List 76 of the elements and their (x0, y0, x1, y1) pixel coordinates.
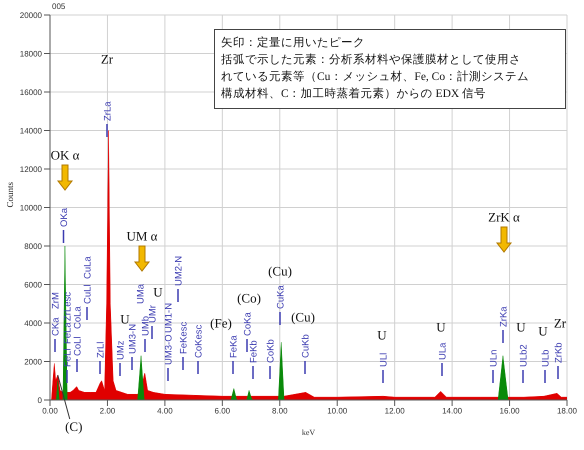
y-tick-label: 18000 (20, 49, 43, 58)
annotation: CoKb (265, 339, 276, 363)
annotation: ZrK α (488, 210, 520, 225)
annotation: ZrLa (102, 100, 114, 121)
y-axis-title: Counts (5, 181, 16, 208)
annotation: UM3-O (163, 334, 174, 365)
annotation: FeKa (228, 334, 240, 358)
annotation: CuKb (300, 334, 312, 358)
annotation: Zr (554, 316, 567, 331)
annotation: 構成材料、C：加工時蒸着元素）からの EDX 信号 (221, 86, 488, 102)
annotation: OK α (50, 148, 80, 163)
annotation: UM1-N (163, 302, 174, 333)
annotation: U (377, 328, 388, 343)
annotation: (C) (65, 418, 82, 434)
y-tick-label: 10000 (20, 203, 43, 212)
annotation: 矢印：定量に用いたピーク (221, 36, 366, 51)
annotation: Zr (100, 52, 114, 67)
annotation: ULl (378, 352, 390, 367)
y-tick-label: 20000 (20, 10, 43, 20)
annotation: U (538, 324, 548, 339)
x-tick-label: 18.00 (556, 406, 578, 416)
annotation: U (153, 284, 164, 300)
y-tick-label: 14000 (20, 126, 43, 136)
x-tick-label: 10.00 (327, 406, 348, 416)
annotation: 括弧で示した元素：分析系材料や保護膜材として使用さ (221, 52, 522, 68)
annotation: (Co) (237, 290, 261, 306)
y-tick-label: 8000 (24, 242, 43, 251)
x-tick-label: 14.00 (442, 406, 463, 416)
annotation: UMz (115, 340, 126, 360)
annotation: UM2-N (173, 256, 184, 286)
annotation: (Cu) (268, 264, 292, 279)
y-tick-label: 6000 (24, 280, 43, 290)
annotation: CuLl (82, 284, 94, 304)
annotation: ZrKa (498, 306, 510, 327)
annotation: FeLl (62, 348, 74, 367)
annotation: ULa (437, 342, 448, 360)
y-tick-label: 2000 (24, 357, 43, 366)
annotation: ZrLl (95, 342, 106, 358)
annotation: ULb2 (518, 344, 530, 367)
annotation: FeKb (248, 340, 260, 363)
annotation: UM α (126, 228, 158, 244)
annotation: U (516, 320, 526, 335)
y-tick-label: 12000 (20, 164, 43, 174)
annotation: れている元素等（Cu：メッシュ材、Fe, Co：計測システム (221, 69, 530, 85)
annotation: CoLa (72, 306, 84, 329)
y-tick-label: 16000 (20, 88, 43, 97)
annotation: ULb (540, 350, 552, 367)
y-tick-label: 0 (38, 396, 43, 405)
annotation: CuLa (82, 256, 94, 279)
annotation: CoKa (242, 312, 254, 336)
x-tick-label: 0.00 (42, 406, 58, 416)
annotation: (Cu) (291, 310, 315, 325)
annotation: ZrKb (553, 342, 564, 363)
annotation: CoKesc (193, 324, 204, 358)
x-tick-label: 6.00 (214, 406, 231, 416)
annotation: CoLl (72, 336, 84, 356)
annotation: U (436, 320, 446, 335)
annotation: OKa (58, 207, 70, 227)
annotation: ZrLesc (62, 292, 74, 321)
x-tick-label: 4.00 (157, 406, 174, 416)
annotation: CuKa (275, 284, 286, 309)
x-tick-label: 8.00 (272, 406, 288, 416)
annotation: ZrM (50, 292, 62, 309)
annotation: UMa (135, 283, 146, 304)
chart-title: 005 (52, 2, 66, 11)
y-tick-label: 4000 (24, 318, 43, 328)
x-axis-title: keV (302, 428, 316, 437)
x-tick-label: 12.00 (384, 406, 406, 416)
annotation: ULn (488, 350, 500, 367)
annotation: UMr (147, 305, 158, 323)
annotation: FeLa (62, 322, 74, 344)
x-tick-label: 16.00 (500, 406, 520, 416)
annotation: (Fe) (210, 316, 232, 331)
annotation: CKa (50, 316, 62, 336)
x-tick-label: 2.00 (100, 406, 116, 416)
annotation: FeKesc (178, 322, 190, 354)
